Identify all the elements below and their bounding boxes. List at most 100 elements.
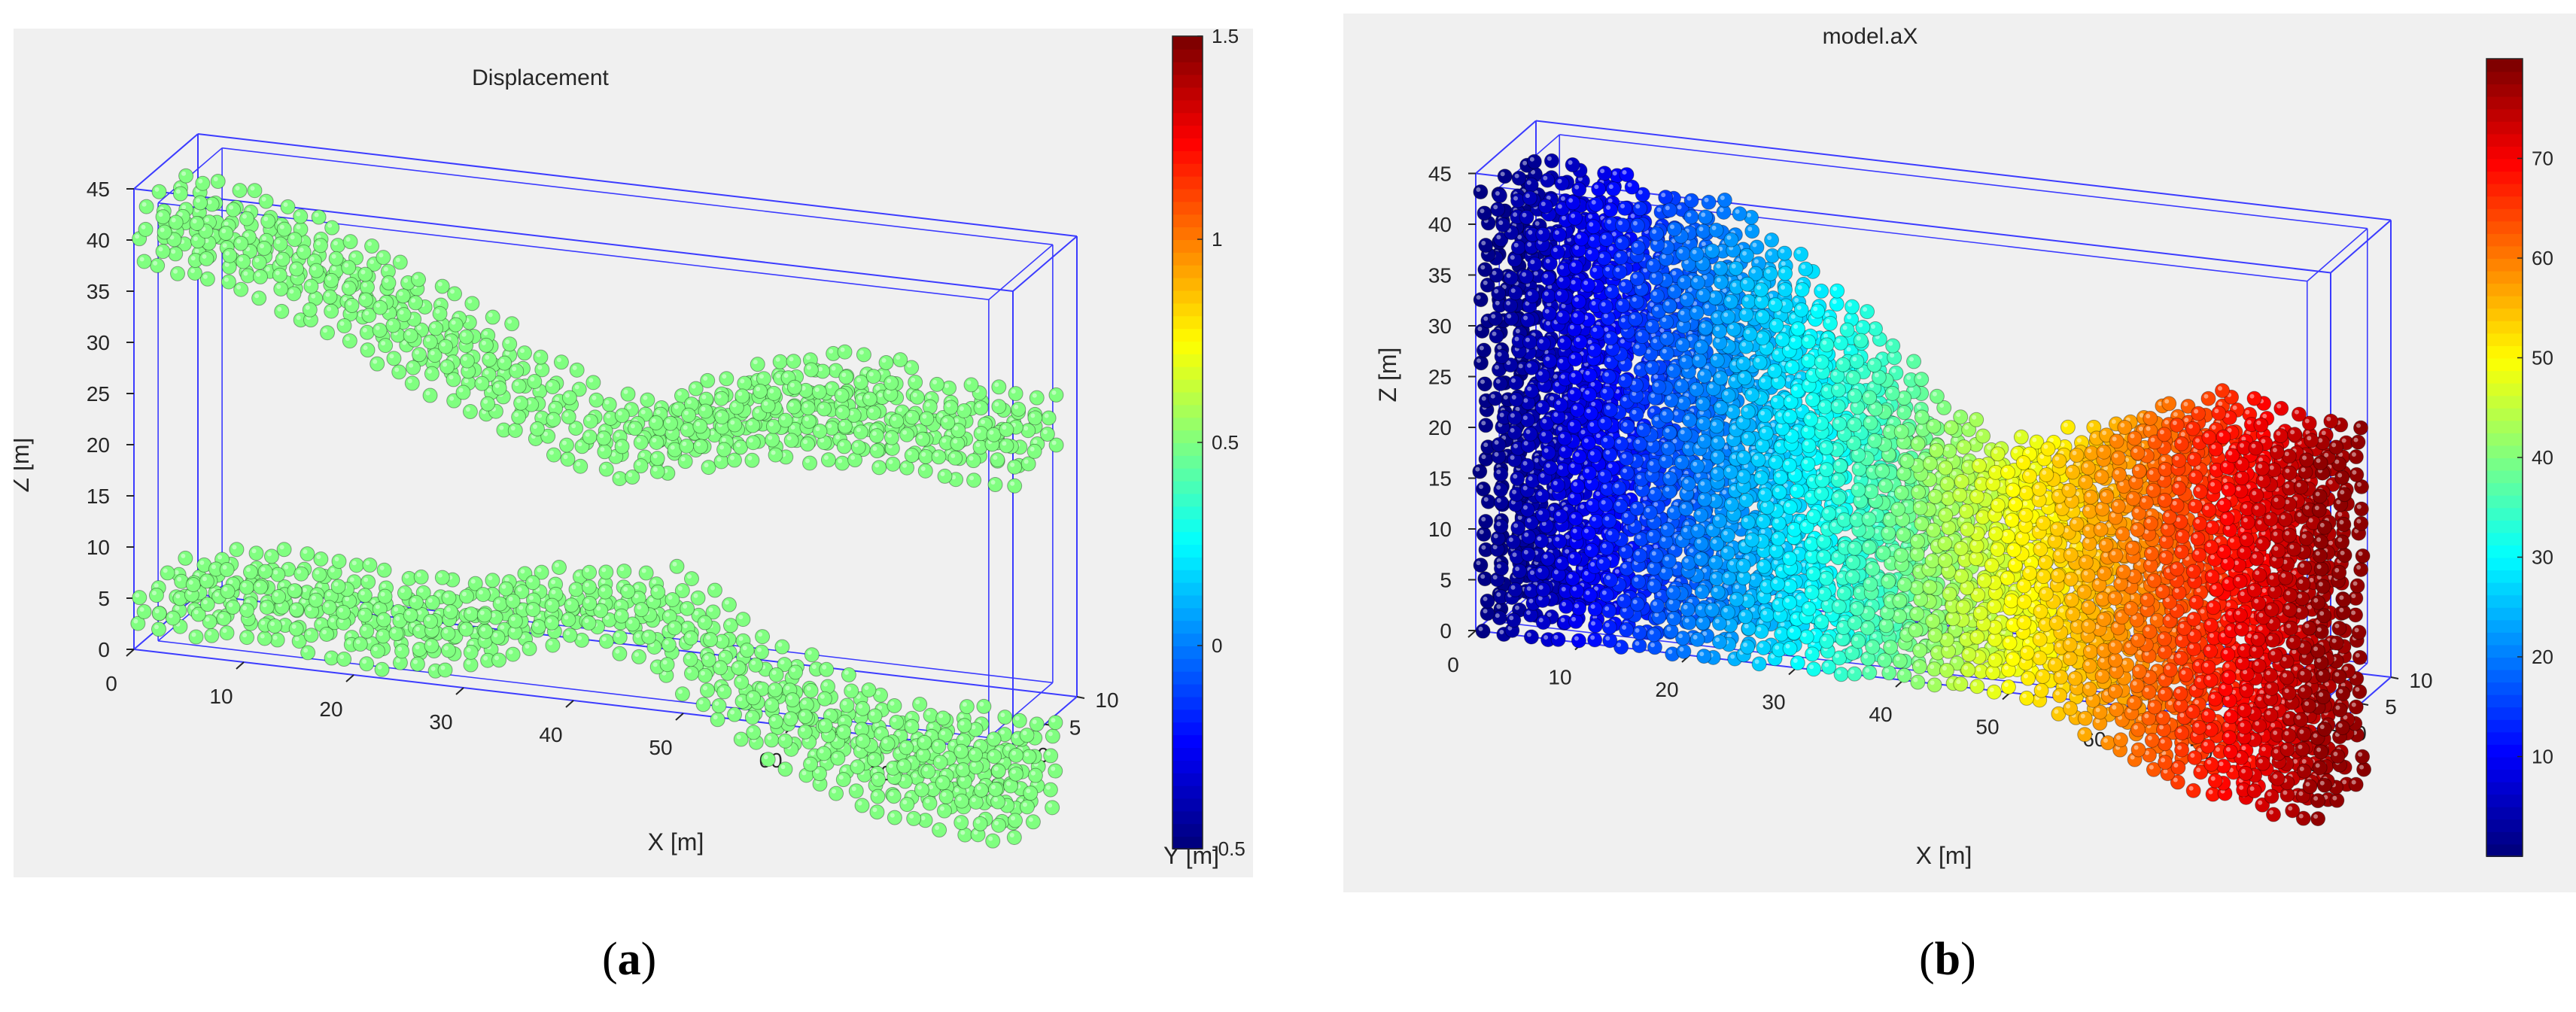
z-tick-label: 25 [1428,366,1452,389]
axes: 010203040506070800510051015202530354045X… [14,65,1219,869]
particle-highlight [1048,803,1053,808]
particle [929,376,945,392]
particle-highlight [426,616,431,621]
particle [768,667,784,682]
particle-highlight [277,306,282,312]
particle-highlight [175,594,181,599]
colorbar-segment [1172,480,1203,494]
particle-highlight [425,337,430,342]
particle [878,354,894,370]
particle-highlight [751,660,756,665]
particle-highlight [657,403,662,408]
particle [593,603,609,618]
particle [585,375,601,391]
particle [777,412,793,428]
particle [475,587,491,603]
particle-highlight [296,224,301,229]
particle-highlight [2032,437,2037,442]
particle-highlight [674,404,679,409]
particle-highlight [959,736,964,741]
particle [582,413,598,429]
particle-highlight [437,281,443,287]
particle-highlight [971,797,976,802]
particle-highlight [604,615,610,620]
particle [269,632,285,648]
particle-highlight [275,270,280,275]
particle [2352,649,2368,665]
particle-highlight [505,339,510,345]
particle [917,734,932,750]
particle-highlight [1023,459,1029,464]
particle [797,724,813,740]
particle-highlight [858,736,863,741]
particle-highlight [877,393,883,398]
particle [698,403,713,419]
particle-highlight [276,284,281,290]
box-edge [2330,219,2392,274]
particle-highlight [941,770,947,776]
particle [838,369,854,385]
particle-highlight [510,628,516,633]
particle-highlight [260,620,266,625]
colorbar-segment [1172,290,1203,304]
particle-highlight [877,705,883,710]
particle [800,400,816,416]
particle [571,381,587,397]
domain-box [133,133,1078,752]
particle-highlight [514,412,519,418]
particle [802,455,818,471]
particle [2013,429,2029,445]
particle-highlight [858,704,863,709]
x-tick-label: 30 [429,710,452,734]
particle [188,629,204,645]
particle [735,612,751,628]
particle-highlight [911,377,916,382]
particle-highlight [204,239,209,244]
particle [185,577,201,593]
particle-highlight [993,797,999,802]
particle [973,783,989,798]
particle [731,660,747,676]
colorbar-tick-label: 0.5 [1212,431,1239,454]
colorbar-segment [1172,138,1203,151]
particle [1042,782,1058,798]
particle [357,607,373,623]
particle [991,399,1007,415]
particle-highlight [677,689,683,694]
colorbar-segment [1172,404,1203,418]
particle-highlight [324,603,330,608]
particle-highlight [789,402,794,407]
particle [817,691,832,707]
particle-highlight [520,569,525,574]
particle-highlight [261,196,266,202]
box-edge-inner [2307,228,2368,282]
z-tick-label: 5 [1440,569,1452,592]
particle-highlight [303,648,309,653]
particle-highlight [427,641,432,646]
particle-highlight [561,440,567,445]
particle-highlight [993,766,999,771]
particle-highlight [601,426,606,431]
particle [885,456,901,472]
box-edge-inner [1559,134,2368,229]
particle-highlight [938,713,944,719]
particle [525,602,541,618]
particle-highlight [254,293,260,299]
particle-highlight [135,234,140,239]
particle-highlight [154,625,159,630]
particle [263,549,279,564]
particle-highlight [273,570,278,575]
particle-highlight [775,357,780,362]
particle [750,357,765,372]
particle [271,589,287,605]
particle-highlight [379,631,384,637]
particle-highlight [270,621,275,627]
particle [861,682,877,697]
particle [1008,813,1023,828]
particle-highlight [379,253,384,258]
particle-highlight [634,594,639,599]
particle-highlight [174,570,179,575]
particle-highlight [686,668,692,673]
particle-highlight [771,716,776,722]
particle [867,708,883,724]
